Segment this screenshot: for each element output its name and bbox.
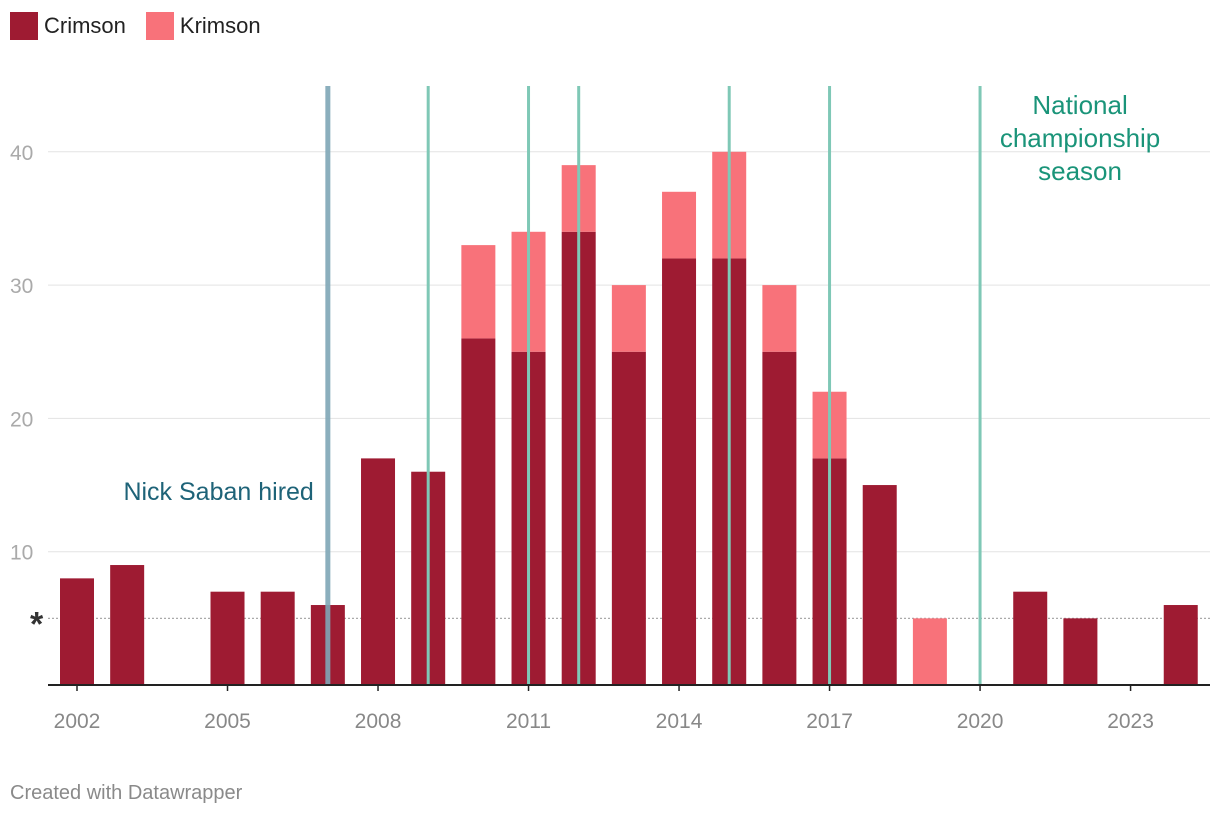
bar-krimson-2016 xyxy=(762,285,797,352)
y-tick-label-40: 40 xyxy=(10,142,33,165)
legend-swatch-krimson xyxy=(145,12,174,40)
bar-krimson-2019 xyxy=(912,618,947,685)
bar-crimson-2024 xyxy=(1163,605,1198,685)
bar-crimson-2008 xyxy=(361,458,396,685)
legend-label-krimson: Krimson xyxy=(179,13,261,38)
bar-crimson-2022 xyxy=(1063,618,1098,685)
annotation-label-championship-line-1: National xyxy=(1032,90,1127,120)
x-tick-label-2011: 2011 xyxy=(506,710,551,733)
x-tick-label-2017: 2017 xyxy=(806,710,853,733)
x-tick-label-2005: 2005 xyxy=(204,710,251,733)
legend-swatch-crimson xyxy=(10,12,38,40)
legend-item-krimson: Krimson xyxy=(145,12,261,40)
x-tick-label-2002: 2002 xyxy=(54,710,101,733)
bar-crimson-2005 xyxy=(210,591,245,685)
bar-krimson-2010 xyxy=(461,245,496,339)
bar-crimson-2014 xyxy=(662,258,697,685)
bar-crimson-2018 xyxy=(862,485,897,685)
annotation-label-saban-hired: Nick Saban hired xyxy=(123,478,313,506)
bar-crimson-2021 xyxy=(1013,591,1048,685)
legend-label-crimson: Crimson xyxy=(44,13,126,38)
bar-crimson-2016 xyxy=(762,351,797,685)
bar-krimson-2013 xyxy=(611,285,646,352)
bar-crimson-2010 xyxy=(461,338,496,685)
bar-crimson-2003 xyxy=(110,565,145,685)
bar-crimson-2013 xyxy=(611,351,646,685)
reference-line-label: * xyxy=(30,605,44,643)
x-tick-label-2014: 2014 xyxy=(656,710,703,733)
legend: Crimson Krimson xyxy=(10,12,261,40)
annotation-label-championship-line-2: championship xyxy=(1000,123,1160,153)
x-tick-label-2020: 2020 xyxy=(957,710,1004,733)
y-tick-label-30: 30 xyxy=(10,275,33,298)
annotation-label-championship-line-3: season xyxy=(1038,156,1122,186)
x-tick-label-2023: 2023 xyxy=(1107,710,1154,733)
y-tick-label-10: 10 xyxy=(10,542,33,565)
y-tick-label-20: 20 xyxy=(10,408,33,431)
bar-crimson-2006 xyxy=(260,591,295,685)
bar-krimson-2014 xyxy=(662,191,697,259)
x-tick-label-2008: 2008 xyxy=(355,710,402,733)
footer-credit: Created with Datawrapper xyxy=(10,782,243,804)
bar-crimson-2002 xyxy=(60,578,94,685)
legend-item-crimson: Crimson xyxy=(10,12,126,40)
